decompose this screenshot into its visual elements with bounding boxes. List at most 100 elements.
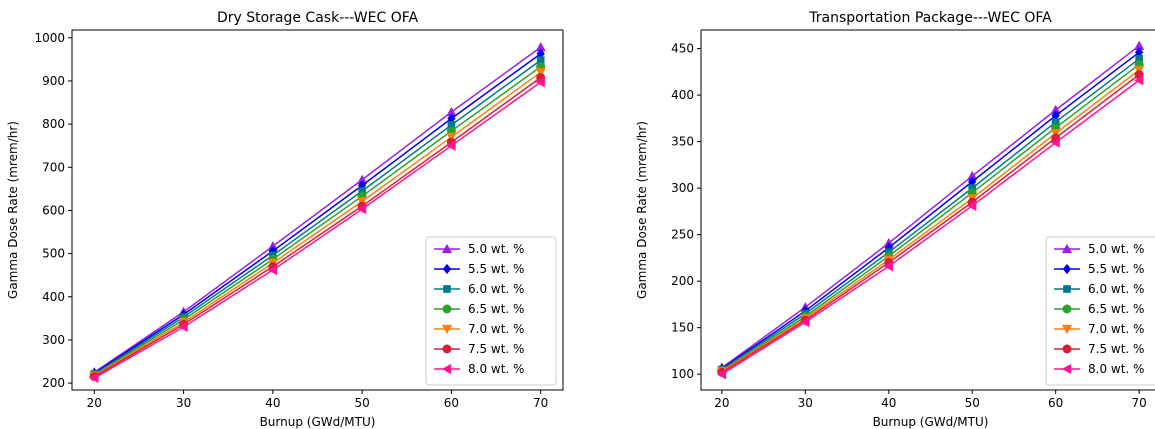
x-tick-label: 50: [354, 396, 369, 410]
data-point: [883, 261, 893, 272]
legend-marker: [1062, 263, 1072, 275]
legend-marker: [1061, 363, 1072, 375]
data-point: [1051, 118, 1060, 126]
series-line: [721, 74, 1140, 373]
legend-box: [1045, 236, 1155, 386]
data-point: [535, 68, 546, 78]
data-point: [446, 140, 456, 151]
chart-panel-2: Transportation Package---WEC OFA Burnup (…: [635, 10, 1155, 429]
data-point: [968, 184, 977, 192]
y-tick-label: 200: [42, 376, 65, 390]
y-tick-label: 400: [42, 290, 65, 304]
data-point: [356, 203, 367, 215]
legend-label: 7.0 wt. %: [1088, 322, 1144, 336]
legend-label: 5.5 wt. %: [468, 262, 524, 276]
legend-label: 7.0 wt. %: [468, 322, 524, 336]
legend-marker: [442, 263, 452, 275]
series-line: [721, 45, 1140, 369]
legend: 5.0 wt. % 5.5 wt. % 6.0 wt. % 6.5 wt. % 7.0 …: [1045, 236, 1155, 386]
data-point: [535, 77, 545, 88]
y-tick-label: 800: [42, 117, 65, 131]
data-point: [1133, 75, 1144, 86]
y-tick-label: 900: [42, 74, 65, 88]
series-line: [93, 59, 542, 375]
x-tick-label: 60: [444, 396, 459, 410]
legend-label: 5.0 wt. %: [468, 242, 524, 256]
plot-frame: [71, 29, 564, 391]
legend-label: 7.5 wt. %: [1088, 342, 1144, 356]
x-axis-label: Burnup (GWd/MTU): [260, 415, 376, 429]
legend-label: 8.0 wt. %: [1088, 362, 1144, 376]
x-tick-label: 30: [798, 396, 813, 410]
legend-marker: [442, 344, 452, 354]
y-tick-label: 100: [671, 367, 694, 381]
legend: 5.0 wt. % 5.5 wt. % 6.0 wt. % 6.5 wt. % 7.0 …: [425, 236, 557, 386]
series-line: [93, 81, 542, 379]
data-point: [1050, 137, 1060, 148]
x-tick-label: 20: [714, 396, 729, 410]
series-line: [93, 76, 542, 378]
data-point: [967, 200, 977, 211]
data-point: [356, 174, 368, 184]
legend-marker: [441, 243, 453, 254]
y-tick-label: 500: [42, 247, 65, 261]
data-point: [1134, 47, 1144, 58]
y-tick-label: 700: [42, 160, 65, 174]
data-point: [1133, 40, 1145, 50]
legend-marker: [1062, 344, 1072, 354]
legend-marker: [1062, 304, 1072, 314]
series-80-wt: [89, 77, 545, 384]
y-tick-label: 300: [671, 181, 694, 195]
data-point: [1050, 104, 1061, 115]
legend-label: 6.5 wt. %: [468, 302, 524, 316]
legend-marker: [441, 363, 452, 375]
y-axis-label: Gamma Dose Rate (mrem/hr): [635, 121, 649, 299]
data-point: [968, 176, 977, 187]
legend-marker: [441, 324, 453, 335]
legend-label: 6.0 wt. %: [468, 282, 524, 296]
data-point: [1051, 110, 1060, 121]
series-line: [721, 69, 1140, 373]
x-tick-label: 50: [965, 396, 980, 410]
data-point: [536, 48, 545, 59]
series-line: [721, 51, 1140, 370]
y-tick-label: 450: [671, 42, 694, 56]
data-point: [716, 369, 727, 380]
legend-marker: [1061, 243, 1073, 254]
x-tick-label: 40: [881, 396, 896, 410]
y-tick-label: 200: [671, 274, 694, 288]
data-point: [446, 106, 457, 117]
data-point: [1135, 55, 1143, 63]
legend-label: 5.0 wt. %: [1088, 242, 1144, 256]
chart-title: Dry Storage Cask---WEC OFA: [217, 10, 419, 26]
y-tick-label: 600: [42, 203, 65, 217]
data-point: [535, 42, 546, 52]
y-axis-label: Gamma Dose Rate (mrem/hr): [6, 121, 20, 299]
series-80-wt: [716, 75, 1144, 380]
legend-label: 5.5 wt. %: [1088, 262, 1144, 276]
data-point: [267, 264, 278, 276]
series-line: [93, 53, 542, 374]
y-tick-label: 300: [42, 333, 65, 347]
legend-label: 7.5 wt. %: [468, 342, 524, 356]
y-tick-label: 250: [671, 228, 694, 242]
data-point: [89, 372, 99, 384]
series-line: [93, 71, 542, 377]
x-tick-label: 60: [1048, 396, 1063, 410]
y-tick-label: 400: [671, 88, 694, 102]
x-tick-label: 70: [1131, 396, 1146, 410]
legend-box: [425, 236, 557, 386]
x-tick-label: 70: [533, 396, 548, 410]
series-line: [721, 58, 1140, 371]
series-line: [93, 46, 542, 373]
data-point: [967, 170, 978, 181]
legend-marker: [442, 304, 452, 314]
chart-title: Transportation Package---WEC OFA: [808, 10, 1052, 26]
chart-panel-1: Dry Storage Cask---WEC OFA Burnup (GWd/MT…: [6, 10, 564, 429]
data-point: [800, 316, 810, 328]
legend-label: 6.5 wt. %: [1088, 302, 1144, 316]
series-line: [93, 66, 542, 376]
x-axis-label: Burnup (GWd/MTU): [873, 415, 989, 429]
x-tick-label: 20: [87, 396, 102, 410]
